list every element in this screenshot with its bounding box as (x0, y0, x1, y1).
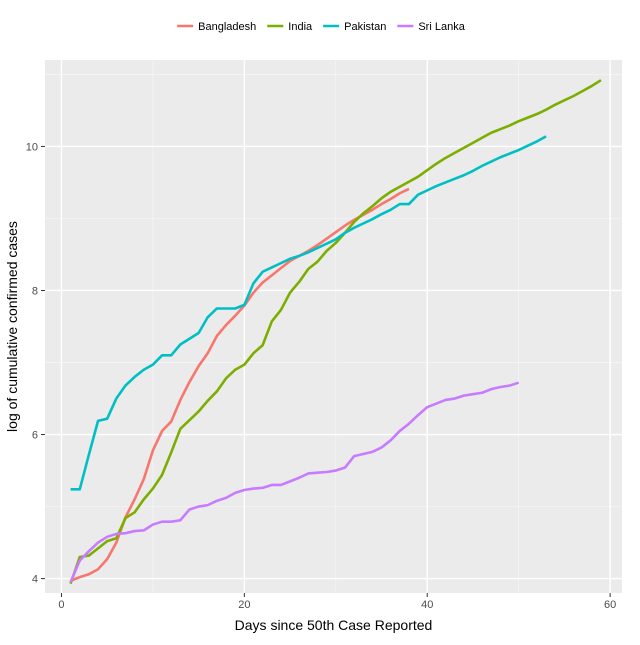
legend-item-pakistan: Pakistan (323, 21, 386, 33)
y-tick-label: 8 (32, 285, 38, 297)
series-line-bangladesh (70, 187, 410, 582)
series-line-sri-lanka (69, 381, 520, 583)
x-tick-label: 0 (58, 599, 64, 611)
y-tick-label: 10 (26, 141, 38, 153)
legend: Bangladesh India Pakistan Sri Lanka (177, 21, 466, 33)
y-tick-label: 6 (32, 430, 38, 442)
series-line-pakistan (70, 135, 547, 491)
legend-item-bangladesh: Bangladesh (177, 21, 256, 33)
legend-label-india: India (288, 21, 313, 33)
legend-label-sri-lanka: Sri Lanka (418, 21, 465, 33)
x-axis-label: Days since 50th Case Reported (235, 617, 433, 633)
legend-item-sri-lanka: Sri Lanka (397, 21, 466, 33)
legend-label-bangladesh: Bangladesh (198, 21, 256, 33)
series-line-india (69, 79, 602, 585)
x-tick-label: 20 (238, 599, 250, 611)
minor-gridlines (45, 60, 622, 593)
series-lines (69, 79, 602, 585)
x-tick-label: 60 (604, 599, 616, 611)
y-axis-label: log of cumulative confirmed cases (4, 221, 20, 432)
legend-label-pakistan: Pakistan (344, 21, 386, 33)
x-tick-label: 40 (421, 599, 433, 611)
legend-item-india: India (267, 21, 313, 33)
x-axis: 0 20 40 60 (58, 593, 616, 611)
y-tick-label: 4 (32, 574, 38, 586)
y-axis: 4 6 8 10 (26, 141, 45, 586)
